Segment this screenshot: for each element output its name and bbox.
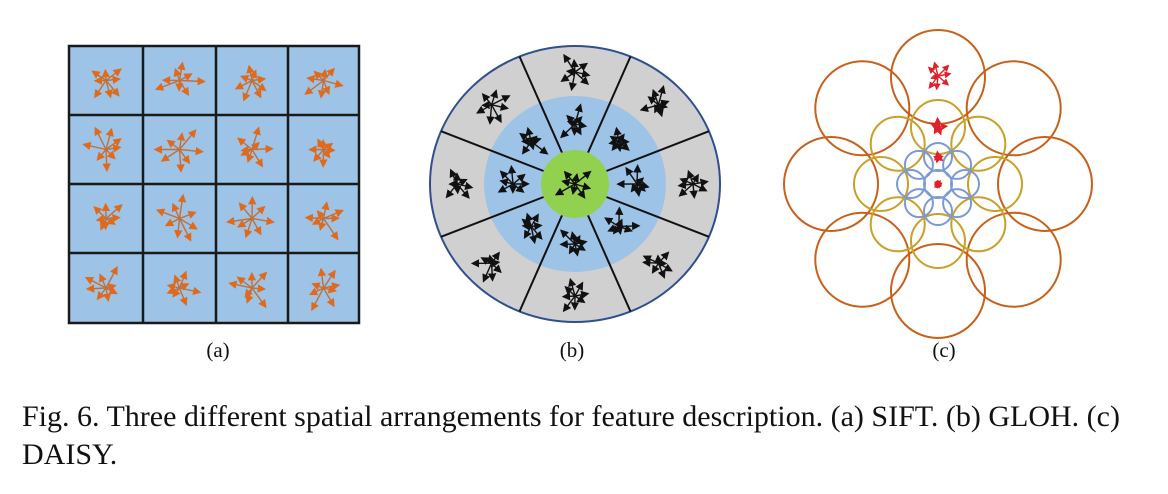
gloh-sector-line: [440, 196, 544, 238]
gloh-outer-histogram: [560, 53, 591, 92]
daisy-outer-circle: [965, 211, 1062, 308]
sift-cell-histogram: [93, 202, 123, 231]
gloh-middle-histogram: [616, 164, 650, 198]
gloh-sector-line: [606, 196, 710, 238]
sift-cell-histogram: [308, 138, 336, 168]
sift-cell-histogram: [308, 267, 341, 312]
sift-cell-histogram: [226, 195, 275, 239]
gloh-outer-histogram: [445, 168, 474, 199]
gloh-middle-histogram: [521, 212, 543, 245]
subfigure-label-c: (c): [932, 338, 956, 362]
daisy-inner-circle: [923, 196, 953, 226]
daisy-middle-circle: [869, 115, 926, 172]
sift-grid-lines: [67, 44, 361, 325]
subfigure-label-b: (b): [559, 338, 585, 362]
gloh-middle-histogram: [497, 165, 530, 194]
gloh-middle-histogram: [519, 126, 549, 155]
gloh-sector-line: [606, 130, 710, 172]
daisy-inner-circle: [950, 169, 980, 199]
gloh-center-histogram: [554, 170, 592, 199]
subfigure-label-a: (a): [206, 338, 230, 362]
daisy-middle-circles: [853, 99, 1023, 269]
sift-cell-histogram: [84, 266, 118, 302]
daisy-inner-circle: [942, 149, 973, 180]
daisy-inner-circle: [903, 188, 934, 219]
gloh-outer-histogram: [642, 251, 673, 279]
gloh-outer-histogram: [561, 277, 590, 313]
daisy-inner-histogram: [933, 150, 944, 164]
gloh-outer-histogram: [470, 251, 502, 283]
daisy-center-circle: [923, 169, 953, 199]
daisy-outer-circle: [890, 243, 986, 339]
gloh-log-polar-diagram: [429, 45, 721, 323]
gloh-sector-line: [518, 56, 563, 154]
daisy-middle-histogram: [929, 116, 949, 136]
daisy-outer-circle: [965, 60, 1062, 157]
daisy-inner-circles: [896, 142, 980, 226]
daisy-middle-circle: [967, 156, 1023, 212]
sift-cell-histogram: [91, 68, 122, 99]
daisy-outer-circle: [814, 211, 911, 308]
gloh-outer-histogram: [677, 169, 709, 199]
daisy-outer-histogram: [927, 61, 952, 91]
daisy-outer-circle: [783, 136, 879, 232]
daisy-middle-circle: [869, 196, 926, 253]
gloh-outer-histogram: [476, 89, 511, 125]
sift-orientation-histograms: [82, 61, 344, 312]
gloh-middle-histogram: [559, 229, 588, 257]
sift-cell-histogram: [304, 67, 344, 99]
sift-cell-histogram: [228, 271, 268, 309]
gloh-sector-line: [587, 56, 632, 154]
sift-grid-diagram: [67, 44, 361, 325]
daisy-middle-circle: [950, 196, 1007, 253]
daisy-middle-circle: [910, 213, 966, 269]
daisy-orientation-histograms: [927, 61, 952, 189]
daisy-center-histogram: [933, 179, 943, 189]
daisy-inner-circle: [896, 169, 926, 199]
sift-cell-histogram: [237, 126, 274, 168]
gloh-sector-line: [518, 214, 563, 312]
figure-caption: Fig. 6. Three different spatial arrangem…: [22, 400, 1120, 471]
gloh-outer-histogram: [639, 84, 670, 118]
sift-cell-histogram: [155, 193, 198, 242]
sift-cell-histogram: [304, 201, 344, 241]
gloh-orientation-histograms: [445, 53, 709, 313]
daisy-middle-circle: [853, 156, 909, 212]
daisy-diagram: [783, 29, 1093, 339]
gloh-sector-line: [440, 130, 544, 172]
gloh-middle-histogram: [560, 103, 588, 139]
gloh-sector-line: [587, 214, 632, 312]
sift-cell-histogram: [153, 129, 204, 173]
gloh-middle-histogram: [604, 206, 641, 235]
daisy-inner-circle: [903, 149, 934, 180]
daisy-outer-circle: [814, 60, 911, 157]
daisy-middle-circle: [950, 115, 1007, 172]
daisy-inner-circle: [942, 188, 973, 219]
sift-cell-histogram: [166, 270, 202, 307]
sift-cell-histogram: [154, 61, 206, 97]
gloh-sector-dividers: [440, 56, 710, 312]
sift-cell-histogram: [234, 64, 267, 102]
gloh-middle-histogram: [608, 126, 630, 153]
sift-cell-histogram: [82, 126, 122, 172]
daisy-outer-circle: [997, 136, 1093, 232]
